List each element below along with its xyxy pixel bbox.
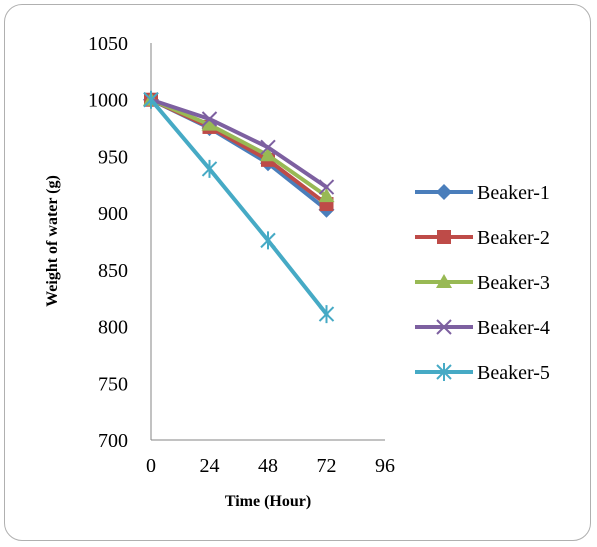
data-point-series-3 [318,188,335,203]
legend-label-1: Beaker-1 [477,182,550,204]
y-tick-label: 850 [98,260,128,282]
x-axis-title: Time (Hour) [225,493,311,510]
y-tick-label: 700 [98,430,128,452]
legend-marker-2 [437,230,451,244]
legend-label-5: Beaker-5 [477,362,550,384]
series-line-1 [149,97,329,212]
legend-marker-3 [436,274,452,288]
y-tick-label: 950 [98,146,128,168]
legend-marker-1 [436,184,452,200]
legend-label-2: Beaker-2 [477,227,550,249]
series-line-3 [149,97,329,199]
legend-label-4: Beaker-4 [477,317,550,339]
y-axis-title: Weight of water (g) [44,175,61,307]
data-point-series-5 [201,159,218,178]
x-tick-label: 96 [375,455,395,477]
data-point-series-5 [143,90,159,109]
series-line-4 [149,97,329,190]
y-tick-label: 900 [98,203,128,225]
x-tick-label: 24 [200,455,220,477]
legend-marker-5 [436,363,452,381]
y-tick-label: 1050 [88,33,128,55]
data-point-series-5 [260,231,276,250]
x-tick-label: 72 [317,455,337,477]
y-tick-label: 1000 [88,90,128,112]
x-tick-label: 48 [258,455,278,477]
data-point-series-4 [260,139,276,156]
chart-frame [4,4,591,541]
x-tick-label: 0 [146,455,156,477]
data-point-series-3 [201,116,218,131]
data-point-series-4 [201,111,218,127]
legend-marker-4 [436,319,452,335]
data-point-series-3 [260,147,276,162]
series-line-5 [149,97,329,317]
data-point-series-5 [318,305,335,324]
data-point-series-4 [318,179,335,195]
y-tick-label: 800 [98,317,128,339]
y-tick-label: 750 [98,373,128,395]
legend-label-3: Beaker-3 [477,272,550,294]
